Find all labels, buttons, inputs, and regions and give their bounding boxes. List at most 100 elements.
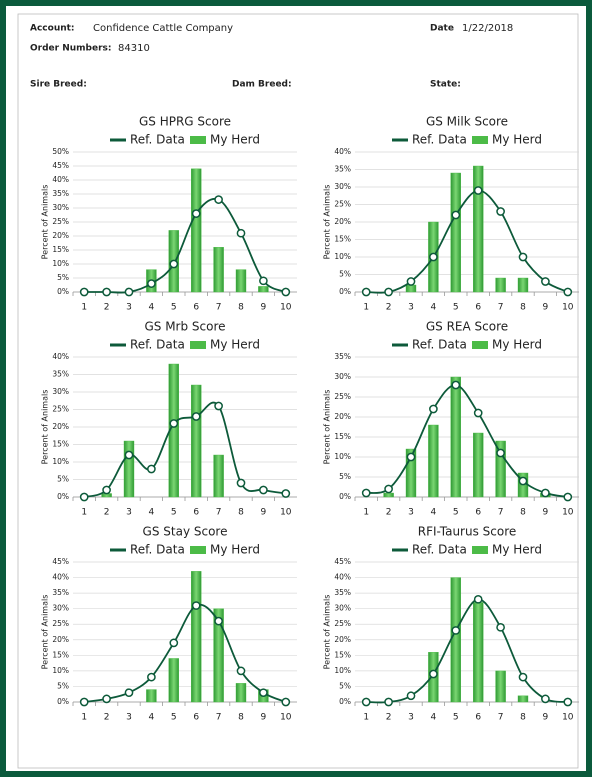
line-marker: [473, 594, 483, 604]
y-tick-label: 0%: [57, 287, 69, 296]
y-tick-label: 35%: [52, 189, 69, 198]
bar: [258, 286, 269, 293]
line-marker: [79, 492, 89, 502]
line-marker: [496, 207, 505, 216]
x-tick-label: 8: [238, 303, 244, 313]
y-tick-label: 10%: [334, 252, 351, 261]
bar: [473, 432, 484, 498]
y-tick-label: 25%: [334, 392, 351, 401]
line-marker: [191, 412, 201, 421]
line-marker: [473, 186, 483, 195]
legend-label: Ref. Data: [412, 338, 467, 352]
x-tick-label: 4: [431, 303, 437, 313]
date: 1/22/2018: [462, 23, 513, 34]
y-tick-label: 20%: [334, 217, 351, 226]
line: [84, 603, 287, 703]
bar: [190, 571, 202, 703]
bar: [450, 376, 461, 498]
bar: [495, 440, 506, 498]
bar: [235, 683, 247, 703]
x-tick-label: 6: [193, 303, 199, 313]
line-marker: [102, 485, 111, 495]
line-marker: [169, 419, 179, 428]
line-marker: [124, 450, 134, 460]
bar: [213, 454, 224, 498]
bar: [146, 689, 157, 703]
legend-swatch: [190, 136, 206, 144]
x-tick-label: 2: [104, 713, 110, 723]
x-tick-label: 4: [431, 508, 437, 518]
account-label: Account:: [30, 24, 75, 34]
x-tick-label: 6: [193, 508, 199, 518]
x-tick-label: 5: [171, 713, 177, 723]
line-marker: [259, 276, 268, 286]
line-marker: [147, 279, 156, 288]
x-tick-label: 3: [408, 713, 414, 723]
legend-label: Ref. Data: [130, 133, 185, 147]
dam-label: Dam Breed:: [232, 80, 292, 90]
line-marker: [361, 488, 371, 498]
line-marker: [518, 672, 528, 682]
x-tick-label: 2: [386, 303, 392, 313]
y-tick-label: 0%: [57, 492, 69, 501]
y-tick-label: 20%: [52, 231, 69, 240]
order: 84310: [118, 43, 150, 54]
sire-label: Sire Breed:: [30, 80, 87, 90]
x-tick-label: 7: [216, 303, 222, 313]
line-marker: [236, 478, 246, 488]
y-tick-label: 0%: [339, 492, 351, 501]
y-tick-label: 5%: [57, 681, 69, 690]
line-marker: [79, 287, 89, 297]
account: Confidence Cattle Company: [93, 23, 233, 34]
chart-title: GS Milk Score: [426, 115, 508, 129]
line-marker: [281, 287, 291, 297]
y-tick-label: 15%: [334, 432, 351, 441]
x-tick-label: 4: [149, 713, 155, 723]
x-tick-label: 4: [431, 713, 437, 723]
line-marker: [124, 287, 134, 297]
legend-swatch: [472, 341, 488, 349]
x-tick-label: 3: [126, 508, 132, 518]
y-axis-label: Percent of Animals: [41, 390, 50, 465]
bar: [473, 602, 484, 703]
y-tick-label: 20%: [334, 412, 351, 421]
x-tick-label: 6: [475, 303, 481, 313]
y-tick-label: 10%: [334, 452, 351, 461]
y-tick-label: 15%: [52, 650, 69, 659]
line-marker: [281, 697, 291, 707]
y-tick-label: 25%: [52, 619, 69, 628]
x-tick-label: 8: [238, 713, 244, 723]
line-marker: [384, 287, 393, 297]
inner-frame: [17, 13, 579, 769]
y-tick-label: 35%: [334, 588, 351, 597]
x-tick-label: 6: [193, 713, 199, 723]
y-tick-label: 30%: [52, 203, 69, 212]
date-label: Date: [430, 24, 454, 34]
x-tick-label: 3: [408, 508, 414, 518]
y-tick-label: 30%: [334, 604, 351, 613]
bar: [190, 384, 202, 498]
y-tick-label: 25%: [52, 405, 69, 414]
x-tick-label: 6: [475, 713, 481, 723]
x-tick-label: 7: [498, 508, 504, 518]
legend-swatch: [472, 546, 488, 554]
y-tick-label: 15%: [52, 245, 69, 254]
x-tick-label: 9: [543, 508, 549, 518]
y-tick-label: 10%: [52, 666, 69, 675]
line-marker: [563, 287, 573, 297]
y-tick-label: 40%: [52, 352, 69, 361]
x-tick-label: 1: [81, 303, 87, 313]
line-marker: [236, 228, 246, 238]
legend-label: Ref. Data: [412, 133, 467, 147]
line-marker: [406, 277, 416, 286]
line-marker: [384, 697, 393, 707]
legend-label: Ref. Data: [130, 338, 185, 352]
x-tick-label: 7: [498, 713, 504, 723]
y-axis-label: Percent of Animals: [323, 595, 332, 670]
line-marker: [451, 380, 461, 390]
bar: [450, 577, 461, 703]
x-tick-label: 5: [171, 508, 177, 518]
state-label: State:: [430, 80, 461, 90]
x-tick-label: 5: [171, 303, 177, 313]
